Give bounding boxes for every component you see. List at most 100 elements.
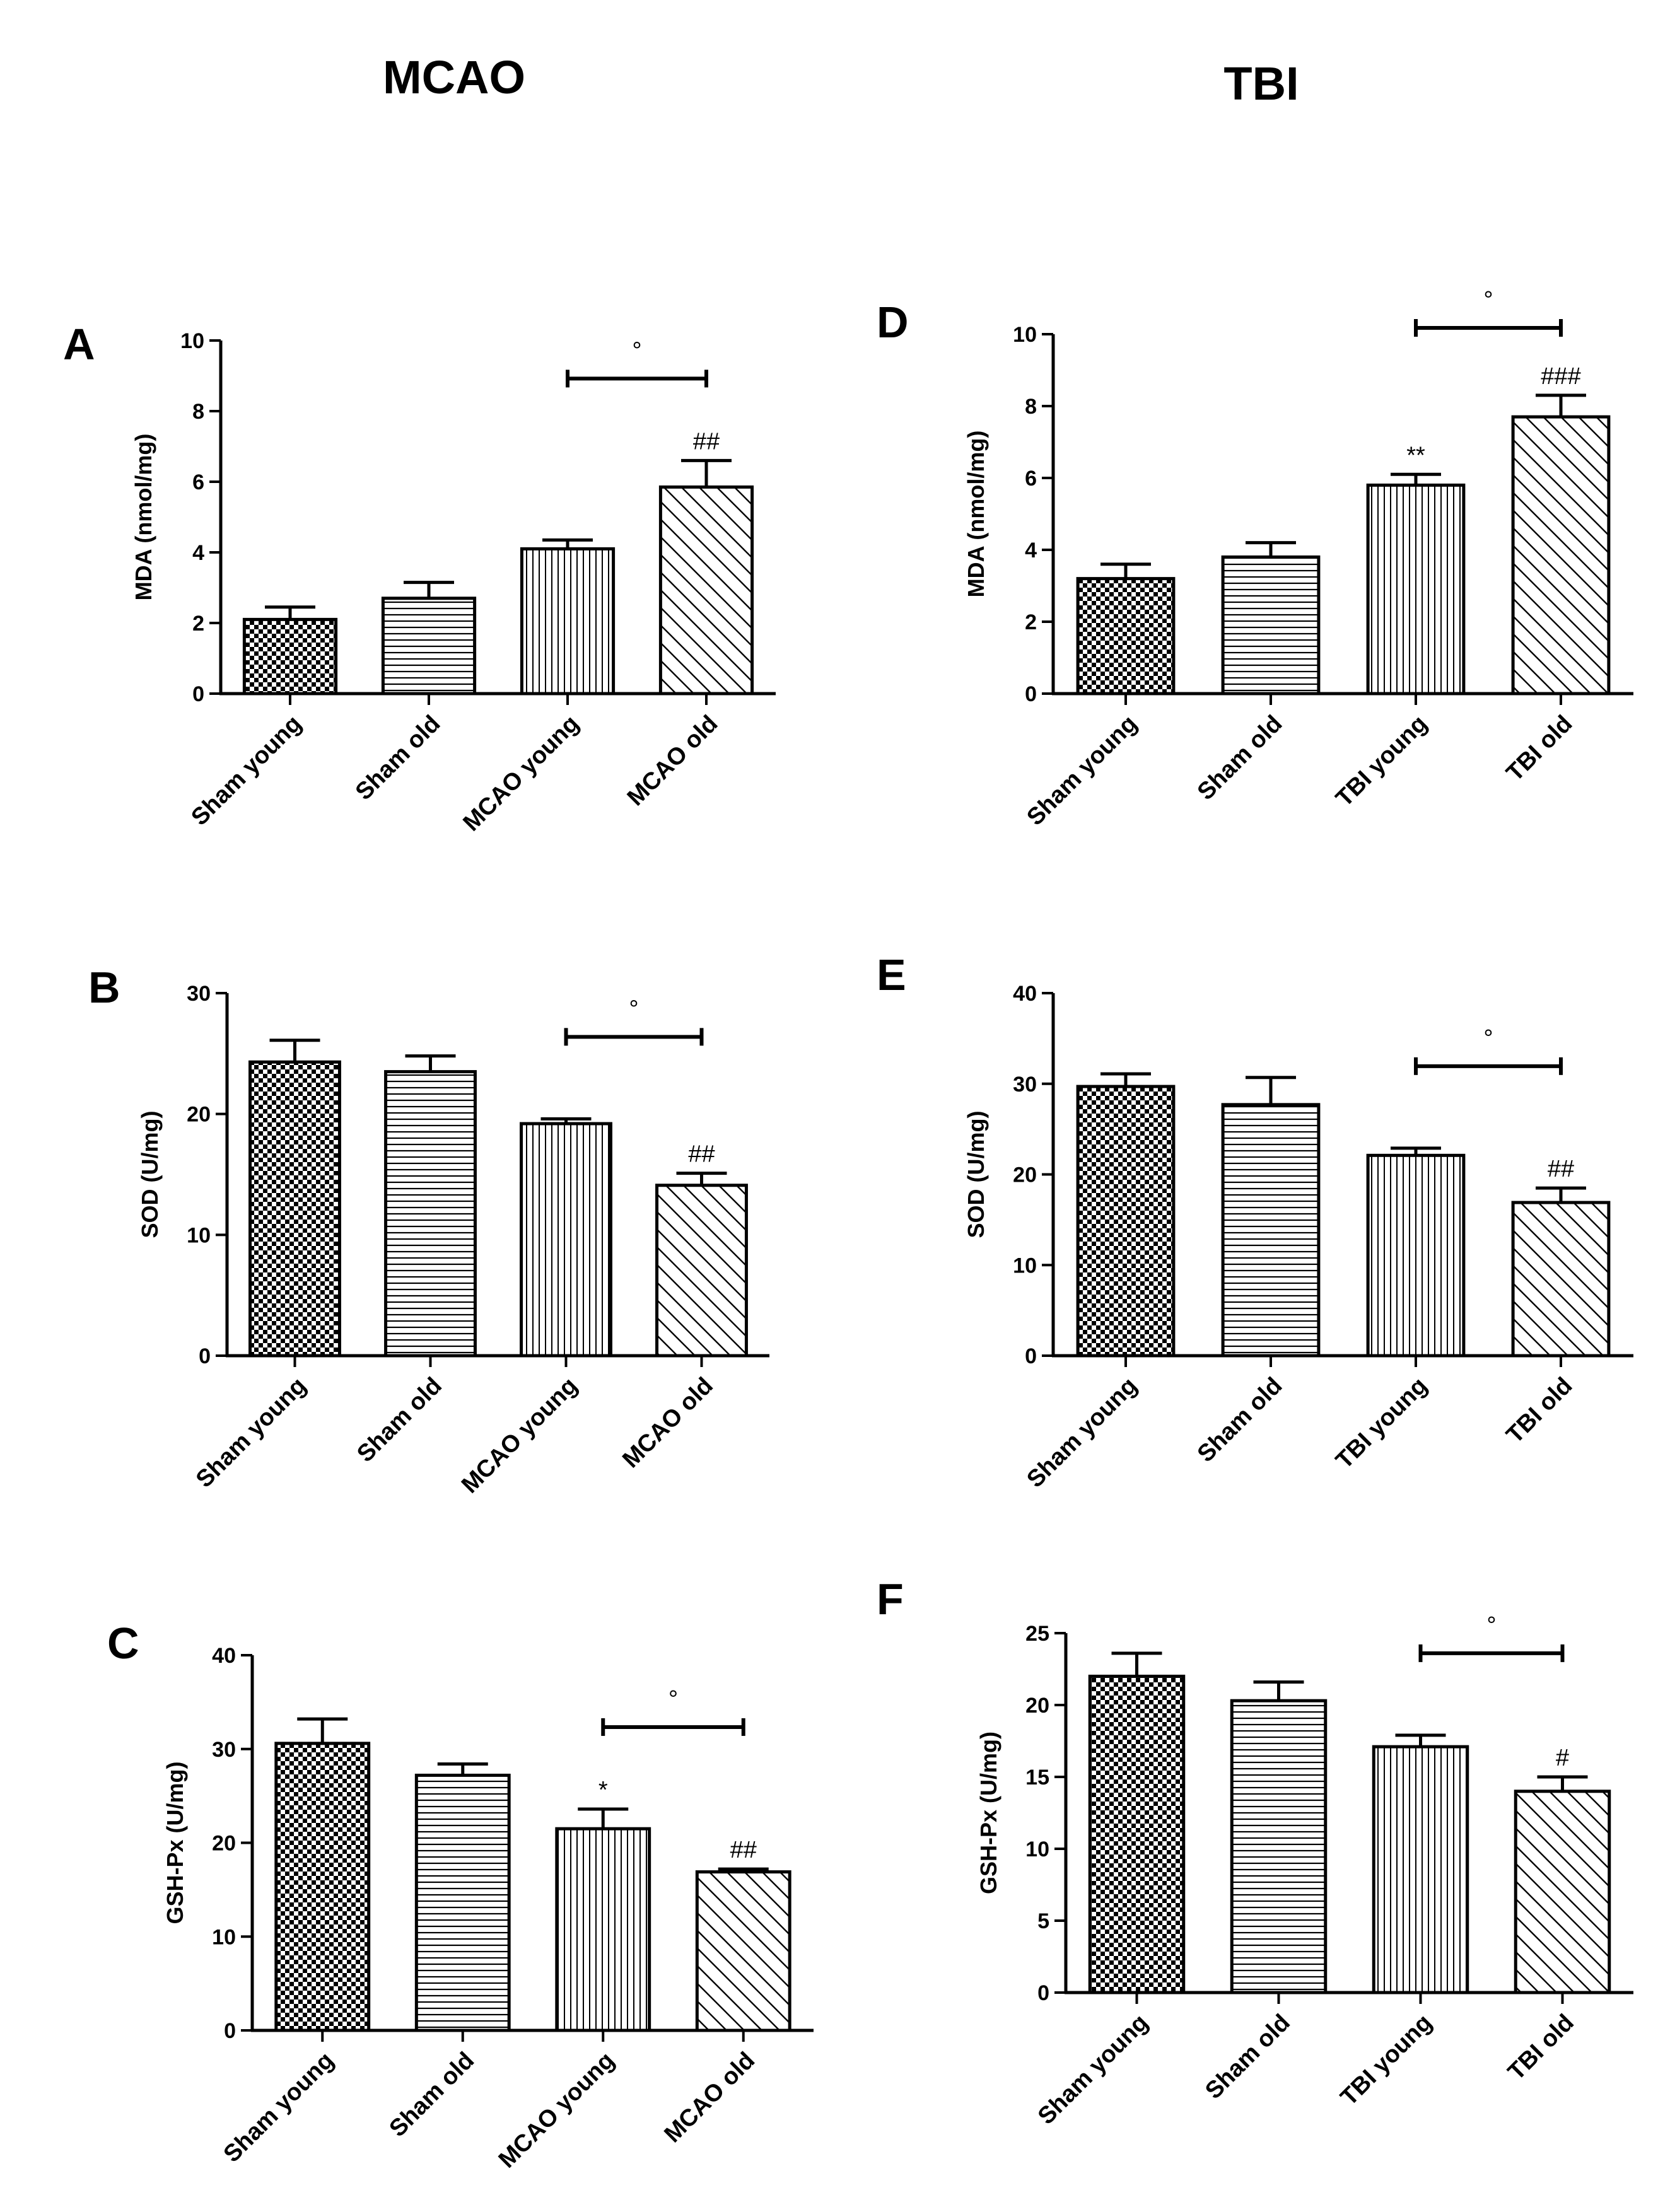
x-category-label: TBI old (1503, 2010, 1579, 2086)
y-tick-label: 8 (1025, 395, 1037, 419)
chart-svg: D 0 2 4 6 8 10 MDA (nmol/mg) Sham young Sham old T… (877, 287, 1633, 831)
bar-mcao-old (658, 485, 754, 696)
panel-letter: E (877, 950, 906, 999)
bar-mcao-young (520, 547, 616, 696)
bar-sham-young (1076, 577, 1176, 696)
y-tick-label: 20 (1025, 1694, 1049, 1718)
bar-sham-old (414, 1773, 511, 2032)
x-category-label: MCAO old (617, 1373, 718, 1474)
bar-sham-young (242, 617, 338, 696)
y-tick-label: 20 (1013, 1163, 1037, 1187)
y-tick-label: 6 (1025, 467, 1037, 491)
x-category-label: Sham young (1022, 1373, 1142, 1493)
x-category-label: Sham old (1193, 1373, 1288, 1468)
y-axis-title: GSH-Px (U/mg) (162, 1761, 188, 1924)
y-tick-label: 2 (1025, 610, 1037, 634)
bar-tbi-young (1372, 1745, 1469, 1994)
bar-mcao-old (695, 1870, 791, 2032)
bracket-label: ° (632, 337, 641, 364)
panel-letter: D (877, 298, 909, 347)
comparison-bracket (566, 370, 708, 388)
y-tick-label: 6 (192, 470, 204, 494)
x-category-label: Sham young (1033, 2010, 1153, 2130)
y-tick-label: 40 (212, 1644, 236, 1668)
x-category-label: Sham old (351, 711, 446, 806)
y-axis-title: SOD (U/mg) (137, 1111, 163, 1238)
y-tick-label: 0 (192, 682, 204, 706)
x-category-label: Sham old (1193, 711, 1288, 806)
x-category-label: TBI old (1502, 1373, 1578, 1449)
panel-letter: C (107, 1619, 139, 1668)
chart-panel-e: E 0 10 20 30 40 SOD (U/mg) Sham young Sham old TB… (858, 946, 1640, 1551)
bar-sham-young (274, 1742, 371, 2032)
bar-tbi-young (1366, 1153, 1466, 1358)
bar-sham-old (1230, 1699, 1328, 1994)
comparison-bracket (1418, 1644, 1565, 1662)
bracket-label: ° (629, 996, 638, 1022)
significance-label: ** (1406, 442, 1425, 469)
y-tick-label: 0 (199, 1344, 211, 1368)
x-category-label: MCAO young (458, 711, 585, 837)
bar-sham-old (1221, 555, 1321, 696)
y-tick-label: 10 (1013, 323, 1037, 347)
bar-mcao-young (555, 1827, 651, 2032)
x-category-label: MCAO young (457, 1373, 583, 1499)
y-tick-label: 4 (1025, 538, 1037, 562)
bracket-label: ° (1483, 1025, 1493, 1052)
y-tick-label: 0 (1025, 1344, 1037, 1368)
comparison-bracket (564, 1028, 704, 1046)
x-category-label: MCAO old (660, 2047, 761, 2148)
y-tick-label: 20 (212, 1832, 236, 1856)
column-title-tbi: TBI (1223, 57, 1299, 110)
comparison-bracket (1414, 1057, 1563, 1075)
y-tick-label: 4 (192, 541, 204, 565)
x-category-label: Sham old (1200, 2010, 1295, 2105)
bar-mcao-old (655, 1184, 748, 1358)
x-category-label: Sham old (352, 1373, 447, 1468)
x-category-label: Sham young (1022, 711, 1142, 831)
y-tick-label: 10 (1025, 1837, 1049, 1861)
y-tick-label: 0 (1025, 682, 1037, 706)
x-category-label: Sham young (186, 711, 306, 831)
x-category-label: MCAO young (494, 2047, 620, 2174)
x-category-label: MCAO old (622, 711, 723, 812)
chart-panel-c: C 0 10 20 30 40 GSH-Px (U/mg) Sham young Sham ol… (38, 1589, 832, 2194)
y-tick-label: 0 (224, 2019, 236, 2043)
y-axis-title: GSH-Px (U/mg) (976, 1732, 1001, 1894)
bar-tbi-old (1514, 1790, 1611, 1994)
panel-letter: B (88, 963, 120, 1012)
chart-panel-a: A 0 2 4 6 8 10 MDA (nmol/mg) Sham young Sham old M… (38, 303, 795, 889)
panel-letter: A (63, 320, 95, 369)
y-tick-label: 30 (212, 1738, 236, 1762)
bracket-label: ° (668, 1686, 678, 1713)
y-tick-label: 30 (187, 982, 211, 1006)
column-title-mcao: MCAO (382, 51, 526, 103)
y-tick-label: 40 (1013, 982, 1037, 1006)
x-category-label: Sham young (191, 1373, 312, 1493)
significance-label: ## (688, 1141, 715, 1168)
comparison-bracket (601, 1718, 745, 1736)
bar-sham-old (381, 597, 477, 696)
x-category-label: TBI young (1331, 1373, 1432, 1474)
y-tick-label: 10 (187, 1223, 211, 1247)
significance-label: # (1556, 1745, 1569, 1771)
bar-sham-old (384, 1070, 477, 1358)
x-category-label: Sham young (219, 2047, 339, 2168)
bar-sham-young (248, 1060, 341, 1358)
panel-letter: F (877, 1575, 904, 1624)
significance-label: ## (730, 1837, 757, 1863)
significance-label: ## (693, 428, 720, 455)
y-axis-title: MDA (nmol/mg) (963, 431, 989, 598)
chart-panel-d: D 0 2 4 6 8 10 MDA (nmol/mg) Sham young Sham old T… (858, 287, 1640, 883)
y-tick-label: 10 (1013, 1254, 1037, 1278)
bar-sham-young (1088, 1674, 1186, 1994)
x-category-label: TBI young (1336, 2010, 1437, 2111)
y-tick-label: 30 (1013, 1073, 1037, 1097)
significance-label: ## (1548, 1156, 1574, 1182)
bar-sham-old (1221, 1103, 1321, 1358)
y-tick-label: 0 (1037, 1981, 1049, 2005)
bar-tbi-young (1366, 483, 1466, 696)
y-tick-label: 8 (192, 400, 204, 424)
comparison-bracket (1414, 319, 1563, 337)
